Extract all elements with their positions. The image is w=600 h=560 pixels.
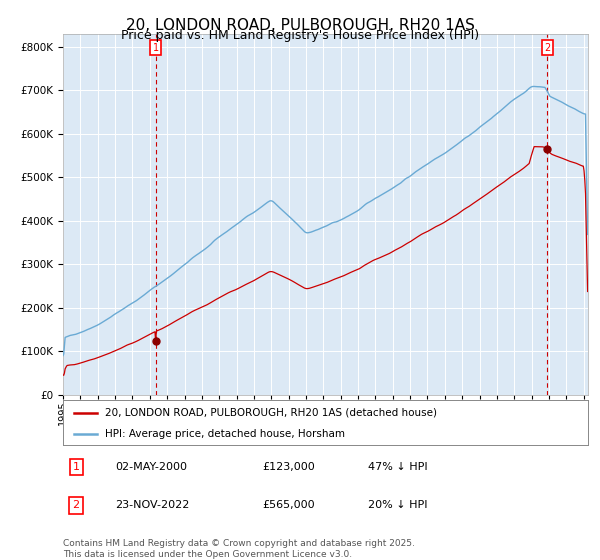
Text: 02-MAY-2000: 02-MAY-2000 xyxy=(115,462,187,472)
Text: 47% ↓ HPI: 47% ↓ HPI xyxy=(367,462,427,472)
Text: 23-NOV-2022: 23-NOV-2022 xyxy=(115,501,190,510)
Text: Price paid vs. HM Land Registry's House Price Index (HPI): Price paid vs. HM Land Registry's House … xyxy=(121,29,479,42)
Text: 1: 1 xyxy=(73,462,80,472)
Text: HPI: Average price, detached house, Horsham: HPI: Average price, detached house, Hors… xyxy=(105,429,345,439)
Text: 2: 2 xyxy=(73,501,80,510)
Text: 20, LONDON ROAD, PULBOROUGH, RH20 1AS: 20, LONDON ROAD, PULBOROUGH, RH20 1AS xyxy=(125,18,475,33)
Text: £123,000: £123,000 xyxy=(263,462,315,472)
Text: £565,000: £565,000 xyxy=(263,501,315,510)
Text: 2: 2 xyxy=(544,43,550,53)
Text: Contains HM Land Registry data © Crown copyright and database right 2025.
This d: Contains HM Land Registry data © Crown c… xyxy=(63,539,415,559)
Text: 20, LONDON ROAD, PULBOROUGH, RH20 1AS (detached house): 20, LONDON ROAD, PULBOROUGH, RH20 1AS (d… xyxy=(105,408,437,418)
Text: 1: 1 xyxy=(152,43,158,53)
Text: 20% ↓ HPI: 20% ↓ HPI xyxy=(367,501,427,510)
